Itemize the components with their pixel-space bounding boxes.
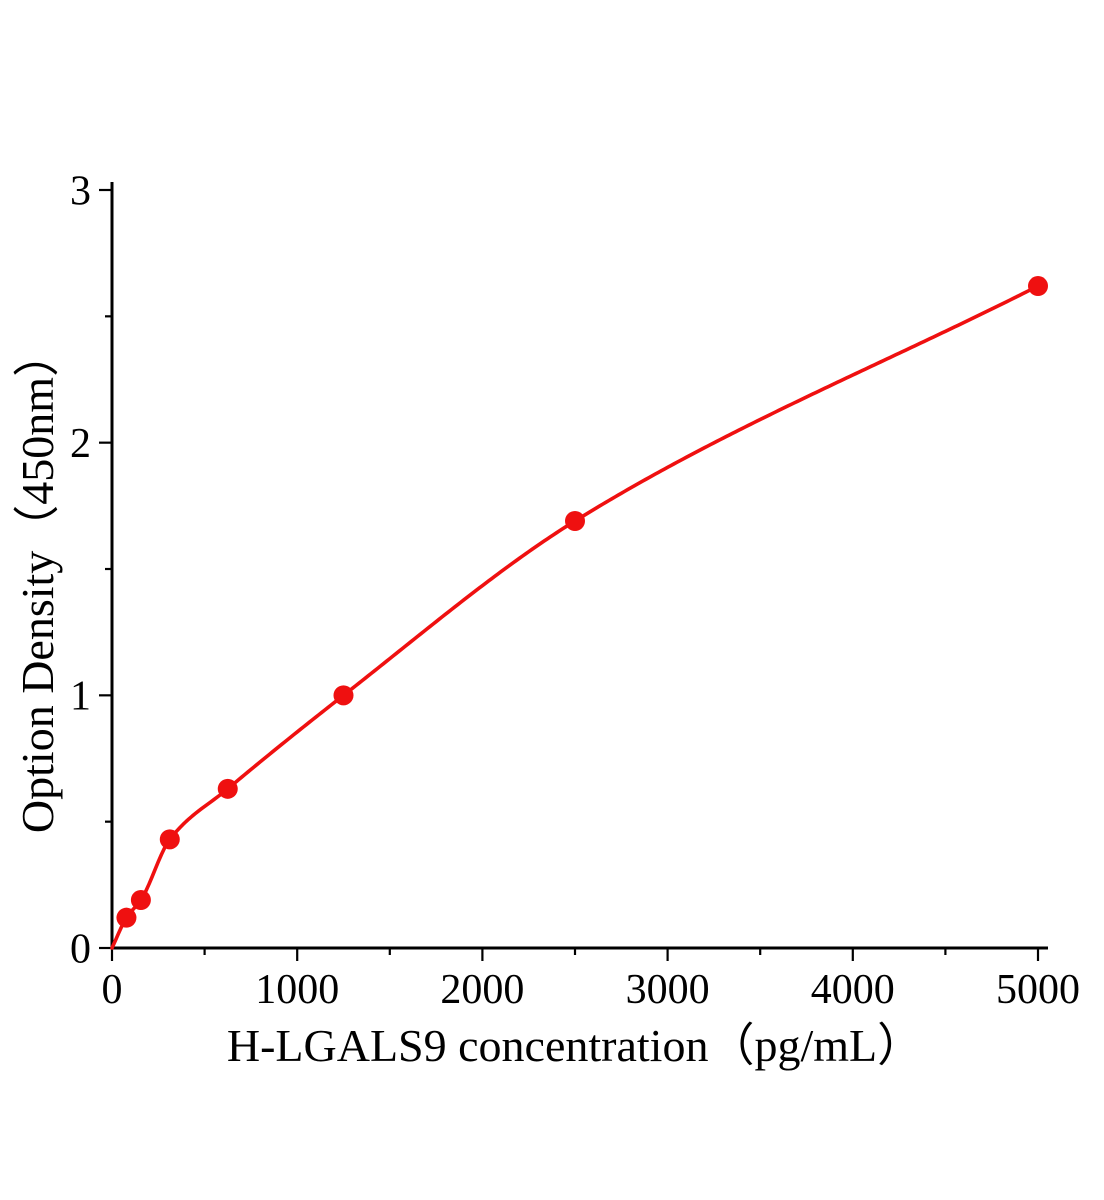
standard-curve-line bbox=[110, 284, 1040, 950]
x-tick-label: 2000 bbox=[440, 967, 524, 1013]
data-point bbox=[1028, 276, 1048, 297]
y-tick-label: 2 bbox=[70, 421, 91, 467]
data-point bbox=[116, 907, 137, 928]
x-tick-label: 0 bbox=[102, 967, 123, 1013]
data-point bbox=[130, 889, 151, 910]
y-axis-title: Option Density（450nm） bbox=[12, 330, 63, 834]
data-point bbox=[159, 829, 180, 850]
data-point bbox=[565, 510, 585, 531]
x-tick-label: 5000 bbox=[996, 967, 1080, 1013]
x-tick-label: 3000 bbox=[626, 967, 710, 1013]
data-point bbox=[333, 685, 354, 706]
y-tick-label: 0 bbox=[70, 926, 91, 972]
x-tick-label: 4000 bbox=[811, 967, 895, 1013]
x-tick-label: 1000 bbox=[255, 967, 339, 1013]
y-tick-label: 1 bbox=[70, 674, 91, 720]
x-axis-title: H-LGALS9 concentration（pg/mL） bbox=[226, 1020, 924, 1071]
data-point bbox=[217, 778, 238, 799]
y-tick-label: 3 bbox=[70, 168, 91, 214]
